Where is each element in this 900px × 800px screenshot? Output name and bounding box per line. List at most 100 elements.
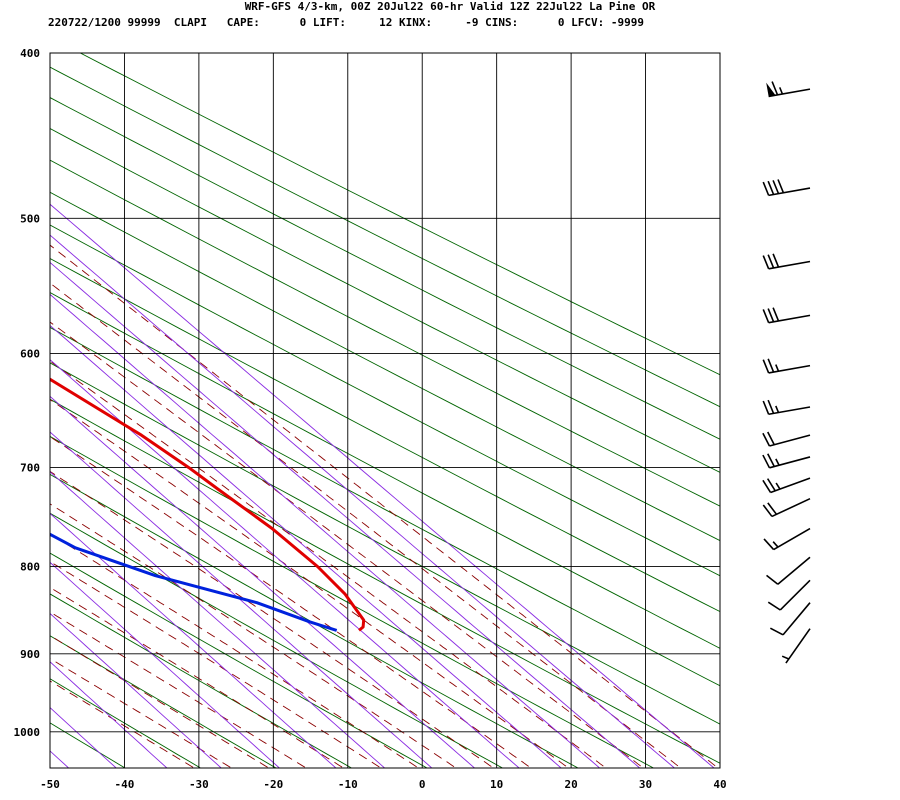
moist-adiabat	[50, 470, 495, 768]
mixing-ratio-line	[50, 359, 520, 768]
wind-barb-staff	[777, 556, 811, 585]
wind-barb-full	[767, 431, 775, 446]
wind-barb-staff	[785, 628, 811, 664]
wind-barb-full	[762, 309, 770, 323]
dry-adiabat	[50, 97, 720, 440]
dry-adiabat	[50, 128, 720, 473]
mixing-ratio-line	[50, 471, 386, 768]
dry-adiabat	[50, 224, 720, 577]
chart-title: WRF-GFS 4/3-km, 00Z 20Jul22 60-hr Valid …	[245, 0, 656, 13]
wind-barb-half	[781, 655, 790, 660]
moist-adiabat	[50, 611, 308, 768]
wind-barb-full	[767, 453, 775, 467]
wind-barb	[766, 81, 811, 98]
wind-barb-staff	[769, 434, 811, 447]
wind-barb-half	[775, 482, 781, 490]
wind-barb-full	[762, 400, 770, 415]
wind-barb-staff	[773, 527, 811, 551]
y-tick-label: 700	[20, 462, 40, 475]
wind-barb-full	[766, 574, 779, 585]
y-tick-label: 1000	[14, 726, 41, 739]
wind-barb-full	[771, 81, 779, 96]
wind-barb	[766, 556, 811, 585]
wind-barbs	[762, 81, 811, 664]
wind-barb-staff	[768, 260, 811, 270]
wind-barb-staff	[770, 477, 811, 494]
dry-adiabat	[50, 66, 720, 408]
x-tick-label: 40	[713, 778, 726, 791]
dry-adiabat	[50, 191, 720, 542]
mixing-ratio-line	[50, 706, 117, 768]
dry-adiabat	[50, 552, 428, 768]
wind-barb-full	[762, 432, 771, 447]
sounding-indices: 220722/1200 99999 CLAPI CAPE: 0 LIFT: 12…	[48, 16, 644, 29]
moist-adiabat	[50, 436, 532, 768]
wind-barb-staff	[779, 579, 811, 611]
wind-barb	[762, 399, 811, 416]
wind-barb	[763, 527, 811, 551]
wind-barb-half	[775, 405, 780, 413]
x-tick-label: -30	[189, 778, 209, 791]
mixing-ratio-line	[50, 293, 601, 768]
moist-adiabat	[50, 533, 420, 768]
mixing-ratio-line	[50, 324, 562, 768]
wind-barb	[762, 253, 811, 270]
x-tick-label: -40	[115, 778, 135, 791]
wind-barb	[762, 431, 811, 447]
wind-barb-full	[772, 253, 780, 268]
moist-adiabat	[50, 657, 233, 768]
wind-barb-staff	[768, 364, 811, 374]
y-tick-label: 600	[20, 347, 40, 360]
temperature-pressure-grid	[49, 52, 721, 768]
wind-barb-full	[767, 254, 775, 269]
x-tick-label: 10	[490, 778, 503, 791]
y-tick-label: 400	[20, 47, 40, 60]
background-lines	[50, 53, 720, 768]
x-tick-label: -20	[263, 778, 283, 791]
wind-barb-staff	[768, 406, 811, 416]
mixing-ratio-line	[50, 661, 168, 768]
mixing-ratio-line	[50, 750, 70, 768]
wind-barb-staff	[771, 497, 811, 518]
wind-barb-staff	[768, 314, 811, 324]
dry-adiabat	[50, 593, 353, 768]
wind-barb-staff	[768, 187, 811, 197]
x-tick-label: 0	[419, 778, 426, 791]
wind-barb	[762, 179, 811, 197]
mixing-ratio-line	[50, 395, 476, 768]
wind-barb	[769, 602, 811, 636]
wind-barb-staff	[782, 602, 811, 636]
moist-adiabat	[50, 244, 719, 768]
dry-adiabat	[50, 435, 655, 768]
wind-barb-full	[762, 504, 773, 517]
y-tick-label: 900	[20, 648, 40, 661]
wind-barb-full	[767, 308, 775, 323]
dry-adiabat	[50, 722, 126, 768]
wind-barb-full	[767, 601, 781, 611]
wind-barb-full	[777, 179, 785, 194]
wind-barb-full	[769, 627, 784, 636]
x-tick-label: -50	[40, 778, 60, 791]
moist-adiabat	[50, 360, 607, 768]
dry-adiabat	[50, 292, 720, 649]
dry-adiabat	[79, 53, 720, 376]
y-tick-label: 800	[20, 561, 40, 574]
moist-adiabat	[50, 586, 345, 768]
moist-adiabat	[50, 399, 570, 768]
wind-barb-full	[762, 359, 770, 374]
temperature-profile	[50, 377, 366, 632]
wind-barb-full	[762, 255, 770, 270]
dry-adiabat	[50, 635, 277, 768]
dry-adiabat	[50, 362, 720, 725]
mixing-ratio-line	[50, 431, 433, 768]
x-tick-label: -10	[338, 778, 358, 791]
wind-barb-full	[763, 538, 775, 551]
moist-adiabat	[50, 321, 645, 768]
wind-barb	[762, 453, 811, 469]
dewpoint-profile	[50, 532, 338, 632]
wind-barb	[767, 579, 811, 611]
wind-barb	[762, 497, 811, 518]
moist-adiabat	[50, 503, 457, 768]
mixing-ratio-line	[50, 612, 222, 768]
